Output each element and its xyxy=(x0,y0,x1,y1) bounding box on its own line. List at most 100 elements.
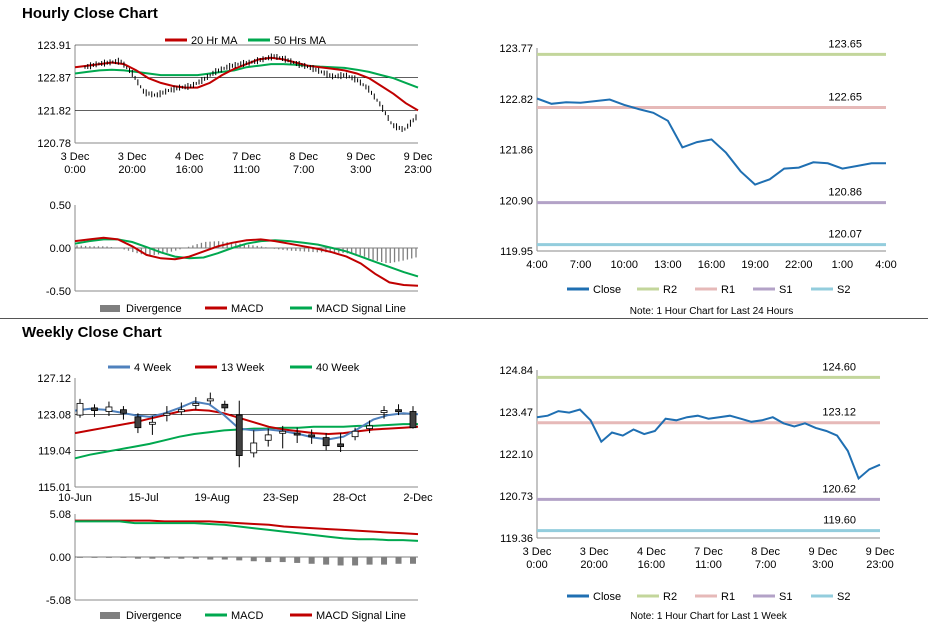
hourly-24h-level-label-r1: 122.65 xyxy=(828,92,862,104)
weekly-1w-legend-s2-label: S2 xyxy=(837,591,850,603)
weekly-1w-level-label-r2: 124.60 xyxy=(822,361,856,373)
hourly-24h-x-tick-label: 22:00 xyxy=(785,259,813,271)
macd-line xyxy=(75,520,419,542)
divergence-bar xyxy=(381,557,388,565)
legend-40-week-label: 40 Week xyxy=(316,362,360,374)
hourly-24h-x-tick-label: 16:00 xyxy=(698,259,726,271)
macd-signal-line xyxy=(74,238,419,278)
candle-body xyxy=(206,398,214,402)
hourly-24h-y-tick-label: 123.77 xyxy=(499,43,533,55)
divergence-bar xyxy=(134,557,141,559)
divergence-bar xyxy=(294,557,301,563)
weekly-1w-y-tick-label: 124.84 xyxy=(499,365,533,377)
hourly-price-x-tick-label: 3 Dec xyxy=(61,151,90,163)
hourly-price-x-tick-label: 23:00 xyxy=(404,164,432,176)
hourly-24h-legend-close-label: Close xyxy=(593,284,621,296)
weekly-1w-x-tick-label: 7 Dec xyxy=(694,546,723,558)
legend-4-week-label: 4 Week xyxy=(134,362,172,374)
divergence-bar xyxy=(105,557,112,558)
hourly-24h-legend-s2-label: S2 xyxy=(837,284,850,296)
divergence-bar xyxy=(308,557,315,564)
weekly-1w-x-tick-label: 3 Dec xyxy=(580,546,609,558)
candle-body xyxy=(134,416,142,429)
candle-body xyxy=(120,409,127,414)
candle-body xyxy=(192,402,200,406)
weekly-1w-x-tick-label: 16:00 xyxy=(638,559,666,571)
hourly-macd-y-tick-label: 0.00 xyxy=(50,243,71,255)
weekly-price-y-tick-label: 123.08 xyxy=(37,409,71,421)
hourly-24h-level-label-s2: 120.07 xyxy=(828,229,862,241)
section-divider xyxy=(0,318,928,319)
weekly-1w-y-tick-label: 123.47 xyxy=(499,407,533,419)
candle-body xyxy=(221,403,229,409)
hourly-24h-x-tick-label: 4:00 xyxy=(526,259,547,271)
hourly-price-x-tick-label: 8 Dec xyxy=(289,151,318,163)
weekly-1w-x-tick-label: 9 Dec xyxy=(866,546,895,558)
divergence-bar xyxy=(149,557,156,559)
weekly-1w-legend-s1-label: S1 xyxy=(779,591,792,603)
legend-macd-label: MACD xyxy=(231,303,263,315)
weekly-1w-legend-close-label: Close xyxy=(593,591,621,603)
divergence-bar xyxy=(337,557,344,566)
hourly-24h-x-tick-label: 13:00 xyxy=(654,259,682,271)
divergence-bar xyxy=(120,557,127,558)
hourly-24h-y-tick-label: 122.82 xyxy=(499,94,533,106)
candle-body xyxy=(279,430,287,434)
hourly-price-x-tick-label: 7 Dec xyxy=(232,151,261,163)
hourly-section-title: Hourly Close Chart xyxy=(22,5,158,22)
weekly-section-title: Weekly Close Chart xyxy=(22,324,162,341)
divergence-bar xyxy=(207,557,214,560)
weekly-macd-y-tick-label: 0.00 xyxy=(50,552,71,564)
hourly-24h-legend-s1-label: S1 xyxy=(779,284,792,296)
candle-body xyxy=(293,432,301,436)
legend-macd-signal-label: MACD Signal Line xyxy=(316,303,406,315)
candle-body xyxy=(148,421,156,425)
hourly-24h-x-tick-label: 10:00 xyxy=(610,259,638,271)
macd-line xyxy=(74,236,419,287)
weekly-macd-y-tick-label: 5.08 xyxy=(50,509,71,521)
weekly-price-x-tick-label: 15-Jul xyxy=(129,492,159,504)
weekly-1w-y-tick-label: 120.73 xyxy=(499,491,533,503)
legend-macd-signal-label: MACD Signal Line xyxy=(316,610,406,622)
candle-body xyxy=(76,402,84,416)
hourly-price-x-tick-label: 0:00 xyxy=(64,164,85,176)
hourly-24h-legend-r2-label: R2 xyxy=(663,284,677,296)
weekly-1w-x-tick-label: 3:00 xyxy=(812,559,833,571)
weekly-1w-note: Note: 1 Hour Chart for Last 1 Week xyxy=(630,611,788,622)
divergence-bar xyxy=(279,557,286,563)
hourly-24h-y-tick-label: 121.86 xyxy=(499,145,533,157)
ma20-line xyxy=(74,56,419,112)
candle-body xyxy=(264,434,272,441)
hourly-24h-x-tick-label: 7:00 xyxy=(570,259,591,271)
divergence-bar xyxy=(410,557,416,564)
legend-divergence-label: Divergence xyxy=(126,303,182,315)
weekly-1w-level-label-s1: 120.62 xyxy=(822,483,856,495)
weekly-1w-level-label-r1: 123.12 xyxy=(822,407,856,419)
legend-50hrs-ma-label: 50 Hrs MA xyxy=(274,35,327,47)
weekly-1w-x-tick-label: 11:00 xyxy=(695,559,722,571)
legend-13-week-label: 13 Week xyxy=(221,362,265,374)
weekly-1w-legend-r1-label: R1 xyxy=(721,591,735,603)
weekly-price-x-tick-label: 2-Dec xyxy=(403,492,433,504)
weekly-1w-x-tick-label: 0:00 xyxy=(526,559,547,571)
divergence-bar xyxy=(77,557,83,558)
weekly-1w-x-tick-label: 8 Dec xyxy=(751,546,780,558)
candle-body xyxy=(380,410,388,413)
candle-body xyxy=(337,443,345,447)
hourly-price-x-tick-label: 9 Dec xyxy=(404,151,433,163)
candle-body xyxy=(409,411,417,429)
ma13w-line xyxy=(74,408,419,436)
hourly-price-y-tick-label: 120.78 xyxy=(37,138,71,150)
weekly-1w-x-tick-label: 7:00 xyxy=(755,559,776,571)
legend-divergence-label: Divergence xyxy=(126,610,182,622)
weekly-price-x-tick-label: 19-Aug xyxy=(194,492,229,504)
candle-body xyxy=(351,430,359,438)
hourly-24h-close-line xyxy=(536,97,886,186)
divergence-bar xyxy=(250,557,257,562)
candle-body xyxy=(105,406,113,412)
weekly-price-x-tick-label: 28-Oct xyxy=(333,492,366,504)
legend-20hr-ma-label: 20 Hr MA xyxy=(191,35,238,47)
legend-divergence-swatch xyxy=(100,305,120,312)
hourly-price-x-tick-label: 11:00 xyxy=(233,164,260,176)
